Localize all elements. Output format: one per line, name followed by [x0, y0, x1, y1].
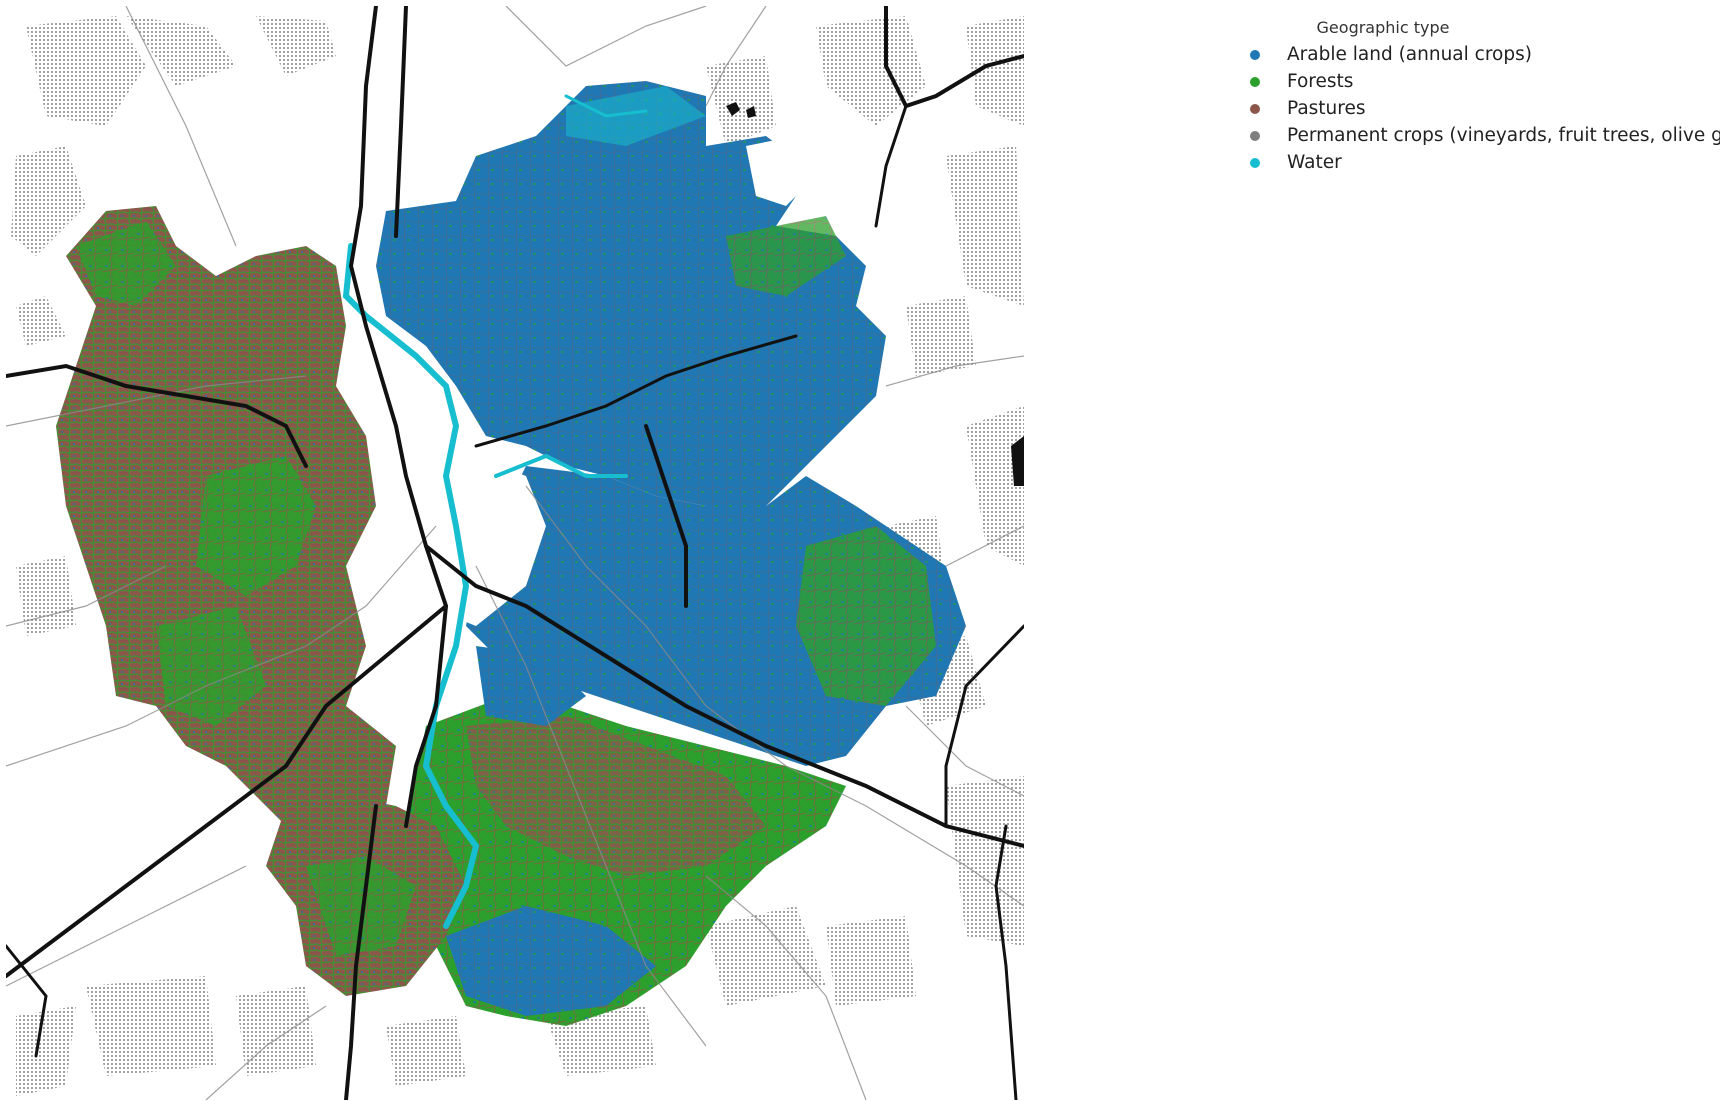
legend-label: Forests — [1287, 71, 1354, 92]
region-center-south-arable — [476, 646, 586, 726]
region-south-arable-belt — [446, 906, 656, 1016]
legend-item: Pastures — [1238, 95, 1718, 122]
legend-title: Geographic type — [1316, 18, 1450, 37]
legend-marker-icon — [1250, 157, 1260, 168]
legend-marker-icon — [1250, 49, 1260, 60]
legend-marker-icon — [1250, 76, 1260, 87]
land-cover-layer — [56, 81, 966, 1026]
blank-lake — [746, 136, 816, 206]
legend-item: Water — [1238, 149, 1718, 176]
region-south-pastures — [466, 716, 766, 876]
region-west-forest-core — [196, 456, 316, 596]
legend-item: Forests — [1238, 68, 1718, 95]
land-cover-map[interactable] — [6, 6, 1024, 1100]
highways — [6, 6, 1024, 1100]
legend-label: Permanent crops (vineyards, fruit trees,… — [1287, 125, 1720, 146]
legend-items: Arable land (annual crops) Forests Pasture… — [1238, 41, 1720, 176]
legend-label: Pastures — [1287, 98, 1366, 119]
region-southwest-forest — [306, 856, 416, 956]
map-panel[interactable] — [6, 6, 1024, 1100]
city-center-blank — [406, 456, 546, 626]
basemap-dark-features — [726, 102, 1024, 486]
legend-item: Arable land (annual crops) — [1238, 41, 1718, 68]
legend-marker-icon — [1250, 103, 1260, 114]
legend-label: Arable land (annual crops) — [1287, 44, 1532, 65]
region-northeast-water-edge — [566, 86, 706, 146]
region-northeast-forest-strip — [726, 216, 846, 296]
legend-item: Permanent crops (vineyards, fruit trees,… — [1238, 122, 1720, 149]
region-west-forest-north — [76, 221, 176, 306]
legend-marker-icon — [1250, 130, 1260, 141]
river-water — [342, 94, 648, 929]
region-west-forest-south — [156, 606, 266, 726]
legend-label: Water — [1287, 152, 1342, 173]
map-legend: Geographic type Arable land (annual crop… — [1238, 18, 1720, 176]
region-east-forest-mix — [796, 526, 936, 706]
